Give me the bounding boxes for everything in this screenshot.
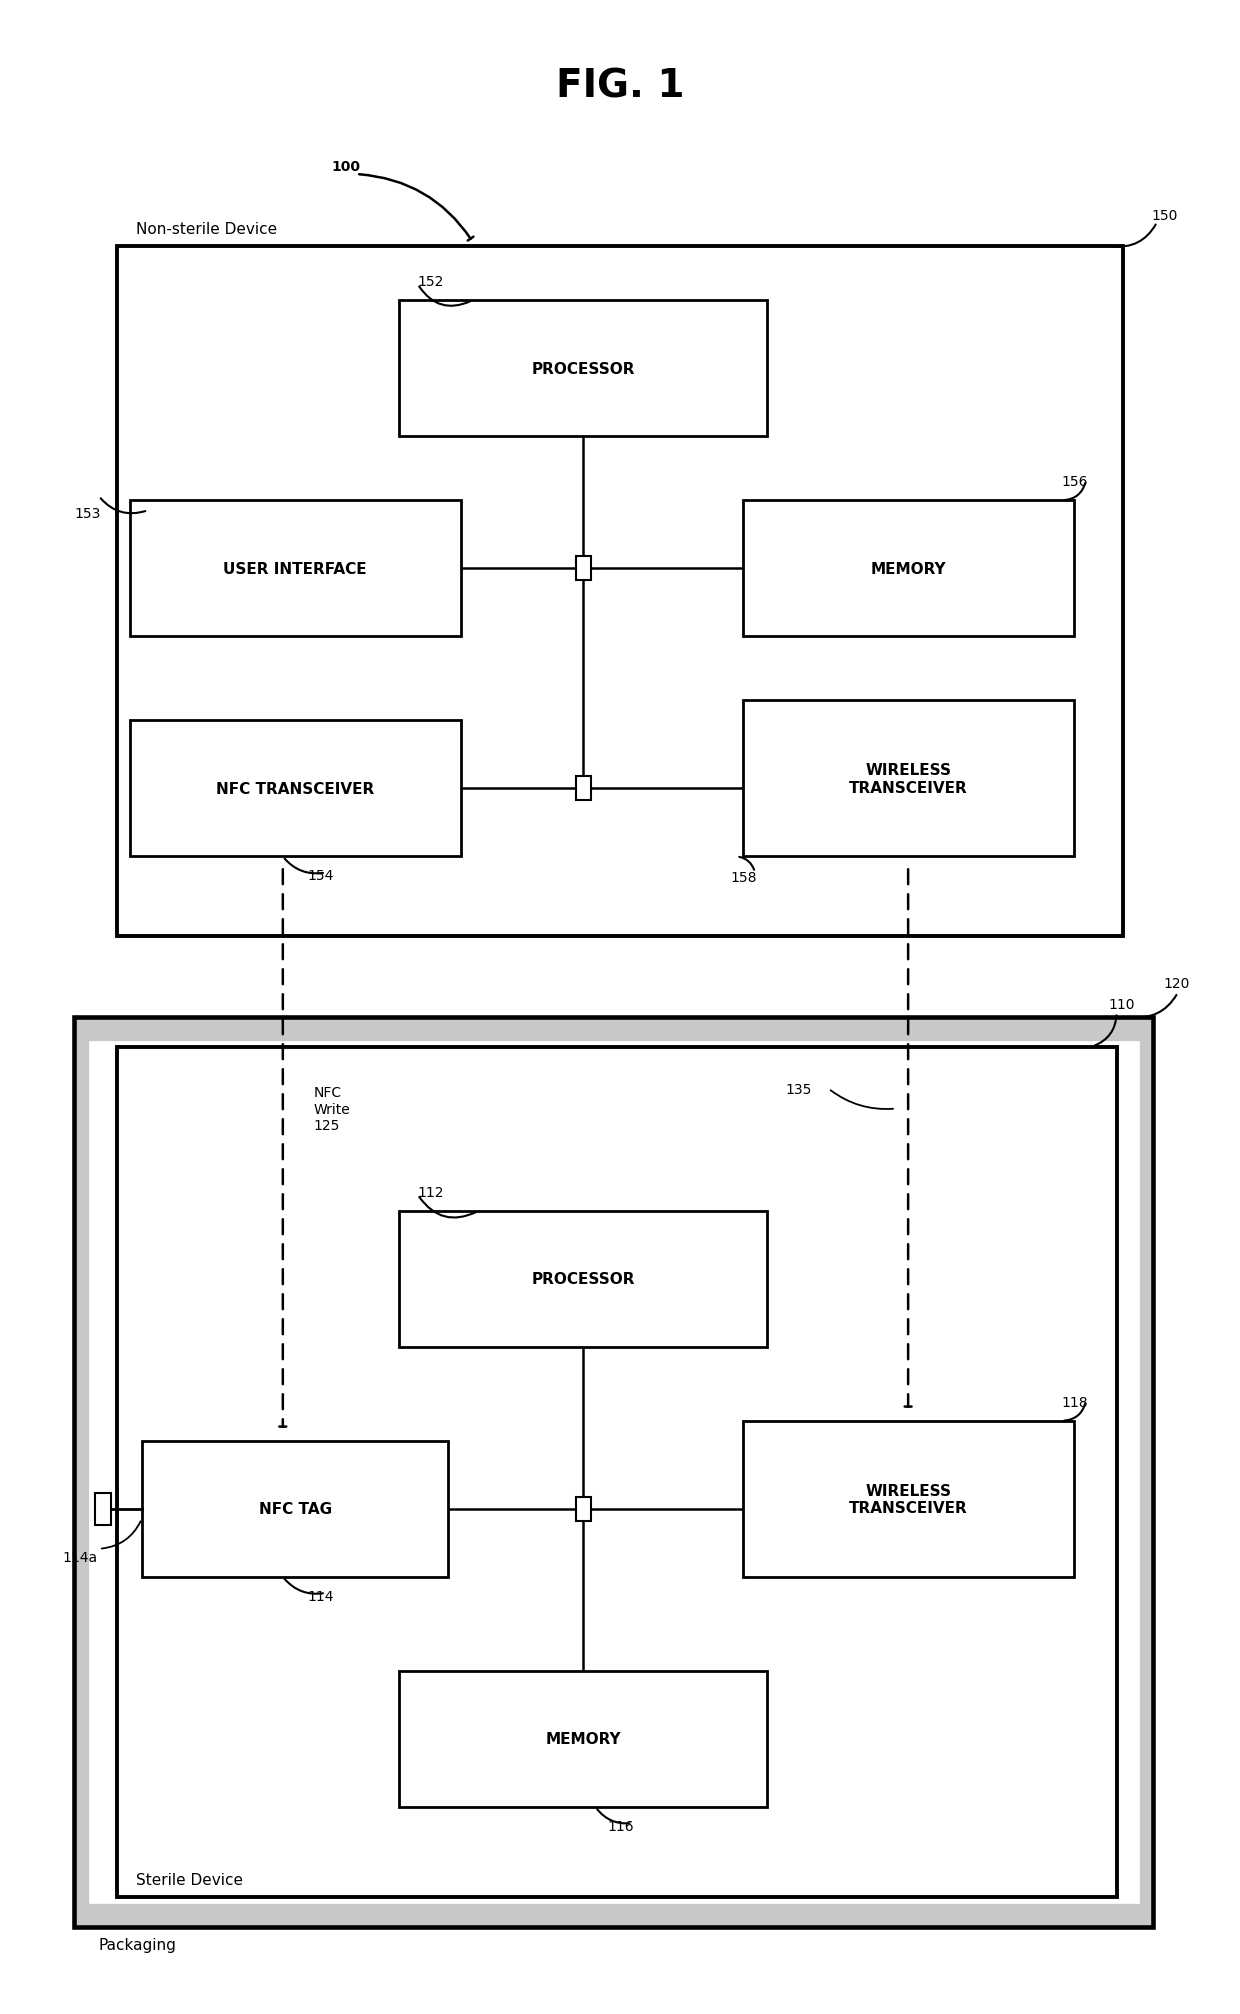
Bar xyxy=(129,721,460,858)
Text: PROCESSOR: PROCESSOR xyxy=(532,1271,635,1287)
Bar xyxy=(118,1047,1116,1897)
Text: 114a: 114a xyxy=(62,1551,97,1565)
Bar xyxy=(141,1442,449,1577)
Text: 153: 153 xyxy=(74,508,100,522)
Text: 152: 152 xyxy=(418,276,444,288)
Text: 158: 158 xyxy=(730,870,756,884)
Text: WIRELESS
TRANSCEIVER: WIRELESS TRANSCEIVER xyxy=(848,763,967,796)
Text: 114: 114 xyxy=(308,1589,334,1603)
Text: 110: 110 xyxy=(1109,997,1135,1011)
Bar xyxy=(743,1422,1074,1577)
Text: Sterile Device: Sterile Device xyxy=(135,1873,243,1887)
Text: PROCESSOR: PROCESSOR xyxy=(532,361,635,377)
Text: Packaging: Packaging xyxy=(99,1937,177,1952)
Bar xyxy=(575,777,590,802)
Bar xyxy=(74,1017,1153,1927)
Bar xyxy=(118,248,1122,937)
Text: NFC TAG: NFC TAG xyxy=(258,1502,331,1517)
Bar xyxy=(743,701,1074,858)
Bar xyxy=(399,300,768,437)
Bar xyxy=(399,1210,768,1347)
Text: Non-sterile Device: Non-sterile Device xyxy=(135,222,277,238)
Text: MEMORY: MEMORY xyxy=(870,562,946,576)
Bar xyxy=(575,1496,590,1521)
Text: 135: 135 xyxy=(785,1082,812,1096)
Text: MEMORY: MEMORY xyxy=(546,1732,621,1746)
Text: 154: 154 xyxy=(308,868,334,882)
Text: WIRELESS
TRANSCEIVER: WIRELESS TRANSCEIVER xyxy=(848,1482,967,1515)
Text: 156: 156 xyxy=(1061,475,1087,489)
Text: 116: 116 xyxy=(608,1819,635,1833)
Text: 150: 150 xyxy=(1152,209,1178,224)
Text: 118: 118 xyxy=(1061,1396,1087,1410)
Text: NFC TRANSCEIVER: NFC TRANSCEIVER xyxy=(216,781,374,796)
Bar xyxy=(89,1041,1138,1903)
Text: 120: 120 xyxy=(1164,977,1190,991)
Text: 112: 112 xyxy=(418,1184,444,1198)
Text: USER INTERFACE: USER INTERFACE xyxy=(223,562,367,576)
Text: FIG. 1: FIG. 1 xyxy=(556,68,684,107)
Bar xyxy=(575,558,590,580)
Bar xyxy=(743,501,1074,636)
Bar xyxy=(399,1672,768,1807)
Bar xyxy=(74,1017,1153,1927)
Text: 100: 100 xyxy=(332,159,361,173)
Bar xyxy=(95,1492,112,1525)
Text: NFC
Write
125: NFC Write 125 xyxy=(314,1086,350,1132)
Bar xyxy=(129,501,460,636)
